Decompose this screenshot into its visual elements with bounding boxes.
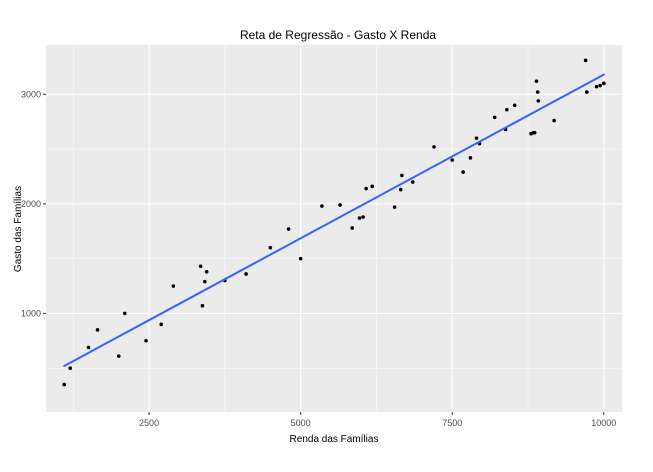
regression-line (63, 73, 605, 367)
major-gridlines (46, 45, 622, 412)
data-point (534, 79, 539, 83)
y-tick-label: 2000 (21, 199, 41, 209)
data-point (268, 245, 273, 250)
data-point (594, 84, 599, 89)
data-point (432, 145, 436, 149)
data-point (535, 90, 540, 94)
data-point (116, 354, 121, 358)
x-axis-ticks: 2500 5000 7500 10000 (139, 412, 616, 428)
x-tick-label: 5000 (291, 418, 311, 428)
data-point (171, 284, 176, 288)
data-point (532, 130, 537, 135)
data-point (203, 279, 207, 284)
data-point (144, 338, 148, 343)
data-point (370, 184, 374, 189)
regression-line-group (63, 73, 605, 367)
minor-gridlines (46, 45, 622, 412)
data-point (505, 107, 509, 112)
y-axis-title: Gasto das Famílias (13, 186, 24, 272)
x-tick-label: 7500 (442, 418, 462, 428)
data-point (552, 118, 556, 123)
data-point (585, 90, 589, 94)
y-tick-label: 1000 (21, 308, 41, 318)
chart-title: Reta de Regressão - Gasto X Renda (240, 28, 436, 42)
data-point (200, 303, 205, 308)
data-point (198, 264, 203, 269)
data-points (62, 58, 606, 387)
data-point (320, 204, 324, 208)
data-point (357, 216, 362, 220)
y-axis-ticks: 1000 2000 3000 (21, 89, 46, 318)
data-point (338, 203, 342, 207)
data-point (536, 99, 541, 103)
plot-panel (46, 45, 622, 412)
data-point (602, 81, 606, 86)
data-point (95, 328, 100, 332)
data-point (361, 215, 365, 219)
data-point (474, 136, 479, 140)
data-point (512, 103, 517, 108)
data-point (411, 180, 415, 184)
data-point (123, 311, 127, 316)
data-point (68, 366, 73, 370)
data-point (392, 205, 397, 209)
data-point (400, 173, 404, 178)
y-tick-label: 3000 (21, 89, 41, 99)
x-axis-title: Renda das Famílias (290, 434, 379, 445)
x-tick-label: 10000 (591, 418, 616, 428)
data-point (350, 226, 354, 230)
x-tick-label: 2500 (139, 418, 159, 428)
data-point (461, 170, 465, 174)
data-point (492, 115, 497, 120)
data-point (298, 256, 303, 261)
data-point (204, 269, 209, 274)
data-point (62, 382, 66, 387)
data-point (364, 186, 368, 191)
data-point (598, 83, 602, 88)
data-point (286, 227, 291, 231)
data-point (159, 322, 163, 327)
data-point (398, 187, 403, 192)
data-point (468, 156, 473, 160)
data-point (450, 158, 455, 162)
data-point (86, 345, 91, 350)
data-point (583, 58, 588, 63)
data-point (244, 272, 248, 276)
